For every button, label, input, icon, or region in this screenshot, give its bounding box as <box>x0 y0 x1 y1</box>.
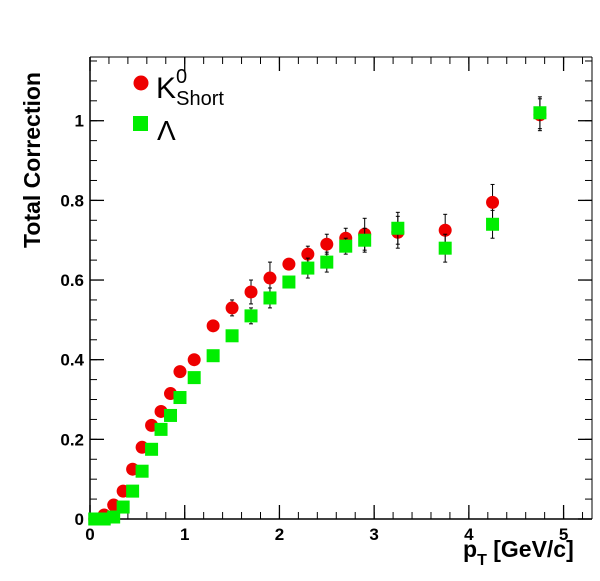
y-tick-label: 1 <box>75 112 84 131</box>
legend-marker-kshort <box>133 75 149 91</box>
data-point-lambda <box>358 233 372 247</box>
data-point-lambda <box>145 442 159 456</box>
data-point-kshort <box>206 319 220 333</box>
x-tick-label: 1 <box>180 525 189 544</box>
data-point-kshort <box>486 195 500 209</box>
x-tick-label: 4 <box>464 525 474 544</box>
data-point-lambda <box>244 309 258 323</box>
x-axis-label-main: p <box>463 536 477 562</box>
data-point-lambda <box>173 391 187 405</box>
axes: 0 1 2 3 4 5 0 0.2 0.4 0.6 0.8 1 <box>60 56 593 544</box>
data-point-lambda <box>135 464 149 478</box>
data-point-lambda <box>533 106 547 120</box>
data-point-lambda <box>320 255 334 269</box>
data-points <box>88 96 547 526</box>
data-point-kshort <box>301 247 315 261</box>
data-point-lambda <box>187 371 201 385</box>
x-axis-label-sub: T <box>477 552 487 569</box>
y-tick-label: 0.8 <box>60 191 84 210</box>
data-point-lambda <box>339 239 353 253</box>
x-axis-label: pT [GeV/c] <box>463 536 574 569</box>
y-axis-label: Total Correction <box>19 72 45 248</box>
data-point-lambda <box>206 349 220 363</box>
x-tick-label: 0 <box>85 525 94 544</box>
data-point-lambda <box>225 329 239 343</box>
data-point-lambda <box>438 241 452 255</box>
x-tick-label: 3 <box>369 525 378 544</box>
data-point-kshort <box>438 223 452 237</box>
legend-kshort-main: K <box>156 72 176 105</box>
legend-label-lambda: Λ <box>157 115 176 146</box>
data-point-lambda <box>486 217 500 231</box>
y-tick-label: 0 <box>75 510 84 529</box>
x-axis-label-unit: [GeV/c] <box>487 536 574 562</box>
legend-kshort-sub: Short <box>176 88 224 110</box>
data-point-kshort <box>263 271 277 285</box>
legend-marker-lambda <box>133 116 148 131</box>
legend-kshort-sup: 0 <box>176 66 187 88</box>
data-point-lambda <box>301 261 315 275</box>
y-tick-label: 0.4 <box>60 351 84 370</box>
data-point-kshort <box>320 237 334 251</box>
data-point-kshort <box>282 257 296 271</box>
data-point-lambda <box>107 510 121 524</box>
data-point-kshort <box>244 285 258 299</box>
data-point-lambda <box>116 500 130 514</box>
x-tick-label: 5 <box>559 525 568 544</box>
legend-label-kshort: K0 Short <box>156 66 224 110</box>
legend: K0 Short Λ <box>133 66 224 146</box>
data-point-lambda <box>263 291 277 305</box>
data-point-kshort <box>187 353 201 367</box>
data-point-lambda <box>391 221 405 235</box>
data-point-lambda <box>154 422 168 436</box>
data-point-lambda <box>126 484 140 498</box>
data-point-lambda <box>164 408 178 422</box>
y-tick-label: 0.6 <box>60 271 84 290</box>
data-point-kshort <box>225 301 239 315</box>
y-tick-label: 0.2 <box>60 430 84 449</box>
data-point-kshort <box>173 365 187 379</box>
data-point-lambda <box>282 275 296 289</box>
x-tick-label: 2 <box>275 525 284 544</box>
